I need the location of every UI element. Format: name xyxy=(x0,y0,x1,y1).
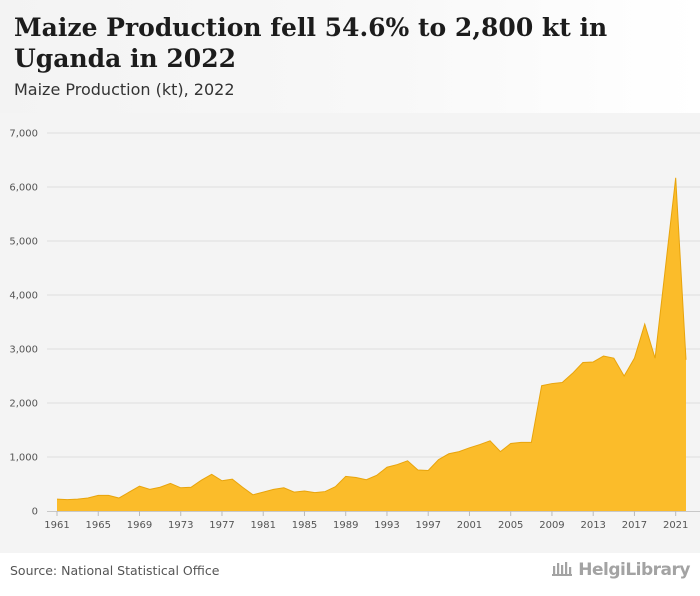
library-icon xyxy=(551,559,573,581)
series-area xyxy=(57,177,686,511)
x-tick-label: 1997 xyxy=(415,520,440,531)
x-tick-label: 1981 xyxy=(251,520,276,531)
y-tick-label: 7,000 xyxy=(9,129,38,140)
x-tick-label: 1989 xyxy=(333,520,358,531)
chart-title: Maize Production fell 54.6% to 2,800 kt … xyxy=(14,13,608,73)
y-tick-label: 2,000 xyxy=(9,399,38,410)
x-tick-label: 2013 xyxy=(580,520,605,531)
grid-lines xyxy=(47,132,700,458)
y-tick-label: 6,000 xyxy=(9,183,38,194)
area-chart: 0 1,000 2,000 3,000 4,000 5,000 6,000 7,000 196… xyxy=(9,129,700,531)
y-tick-label: 0 xyxy=(32,507,38,518)
x-tick-label: 2001 xyxy=(457,520,482,531)
y-tick-label: 5,000 xyxy=(9,237,38,248)
y-tick-label: 1,000 xyxy=(9,453,38,464)
source-note: Source: National Statistical Office xyxy=(10,563,220,578)
chart-subtitle: Maize Production (kt), 2022 xyxy=(14,80,235,99)
brand-name: HelgiLibrary xyxy=(578,560,690,580)
x-tick-label: 1961 xyxy=(44,520,69,531)
x-tick-label: 1985 xyxy=(292,520,317,531)
x-tick-label: 1969 xyxy=(127,520,152,531)
x-tick-label: 1993 xyxy=(374,520,399,531)
y-tick-label: 3,000 xyxy=(9,345,38,356)
x-tick-label: 2005 xyxy=(498,520,523,531)
x-tick-label: 2017 xyxy=(622,520,647,531)
x-tick-label: 2021 xyxy=(663,520,688,531)
x-tick-label: 1965 xyxy=(86,520,111,531)
y-axis: 0 1,000 2,000 3,000 4,000 5,000 6,000 7,000 xyxy=(9,129,38,518)
x-tick-label: 2009 xyxy=(539,520,564,531)
x-axis: 1961 1965 1969 1973 1977 1981 1985 1989 1993 1997… xyxy=(44,511,688,531)
x-tick-label: 1973 xyxy=(168,520,193,531)
y-tick-label: 4,000 xyxy=(9,291,38,302)
series-line xyxy=(56,177,687,501)
brand-logo[interactable]: HelgiLibrary xyxy=(551,559,690,581)
x-tick-label: 1977 xyxy=(209,520,234,531)
header-band xyxy=(0,0,700,113)
